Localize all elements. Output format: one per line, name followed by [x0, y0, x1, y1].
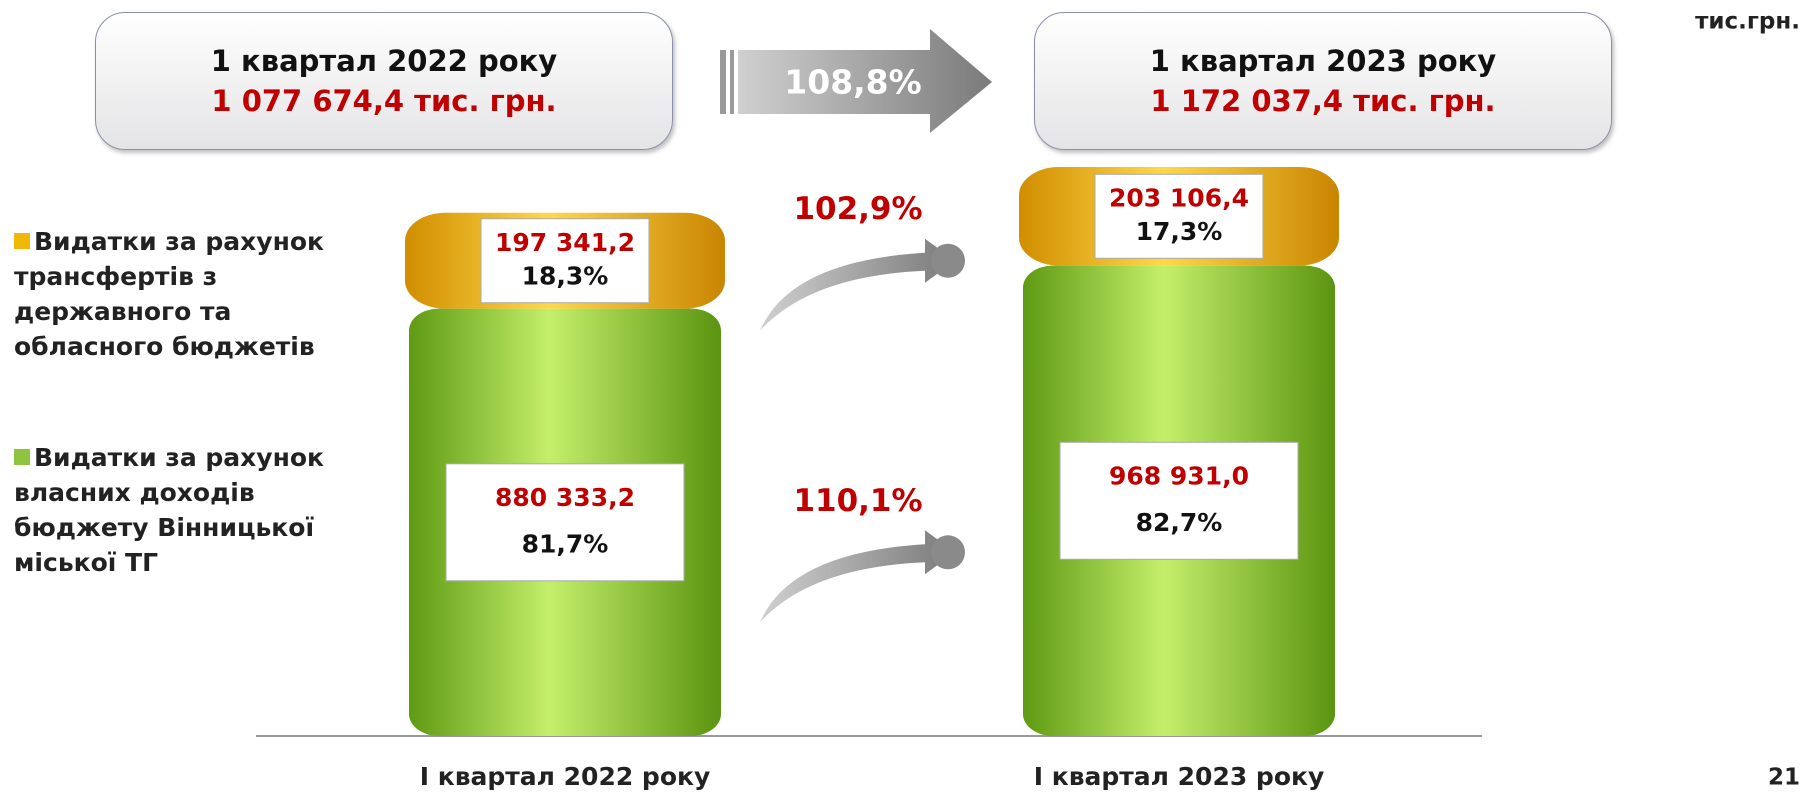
legend-item: Видатки за рахунок трансфертів з державн…: [14, 224, 364, 364]
header-total: 1 077 674,4 тис. грн.: [211, 84, 557, 118]
growth-label: 110,1%: [793, 483, 922, 519]
legend-item: Видатки за рахунок власних доходів бюдже…: [14, 440, 364, 580]
value-label: 880 333,2: [495, 483, 635, 512]
legend-swatch: [14, 233, 30, 249]
legend-swatch: [14, 449, 30, 465]
share-label: 81,7%: [522, 530, 609, 559]
header-box: 1 квартал 2023 року 1 172 037,4 тис. грн…: [1034, 12, 1612, 150]
share-label: 82,7%: [1136, 508, 1223, 537]
growth-curve: [760, 530, 955, 623]
growth-label: 102,9%: [793, 191, 922, 227]
label-box: [1059, 441, 1299, 560]
share-label: 17,3%: [1136, 217, 1223, 246]
value-label: 203 106,4: [1109, 184, 1249, 213]
page-number: 21: [1768, 765, 1800, 791]
x-tick-label: I квартал 2023 року: [1034, 762, 1325, 791]
legend-label: Видатки за рахунок власних доходів бюдже…: [14, 443, 325, 577]
x-tick-label: I квартал 2022 року: [420, 762, 711, 791]
header-title: 1 квартал 2023 року: [1149, 44, 1497, 78]
growth-curve: [760, 238, 955, 331]
total-growth: 108,8%: [784, 63, 921, 102]
growth-arrow: [720, 29, 992, 133]
value-label: 968 931,0: [1109, 461, 1249, 490]
header-title: 1 квартал 2022 року: [210, 44, 558, 78]
label-box: [1094, 173, 1264, 259]
header-box: 1 квартал 2022 року 1 077 674,4 тис. грн…: [95, 12, 673, 150]
growth-dot: [931, 535, 965, 570]
value-label: 197 341,2: [495, 228, 635, 257]
label-box: [480, 218, 650, 304]
legend-label: Видатки за рахунок трансфертів з державн…: [14, 227, 325, 361]
share-label: 18,3%: [522, 262, 609, 291]
growth-dot: [931, 243, 965, 278]
unit-label: тис.грн.: [1695, 9, 1800, 35]
label-box: [445, 463, 685, 582]
header-total: 1 172 037,4 тис. грн.: [1150, 84, 1496, 118]
